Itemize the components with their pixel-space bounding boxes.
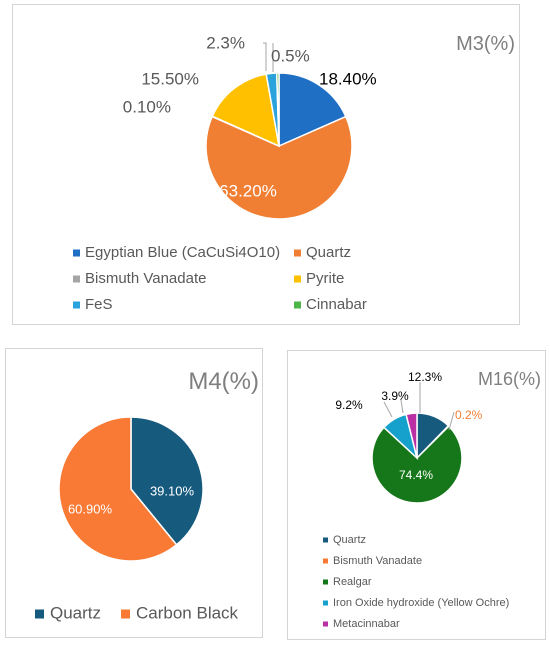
- data-label: 9.2%: [335, 398, 363, 412]
- leader-line: [400, 399, 404, 414]
- legend-swatch: [73, 275, 80, 283]
- legend-label: Egyptian Blue (CaCuSi4O10): [85, 244, 280, 261]
- leader-line: [263, 42, 267, 71]
- legend-label: Iron Oxide hydroxide (Yellow Ochre): [333, 597, 509, 609]
- chart-m16-panel: M16(%) 12.3% 0.2% 74.4% 9.2% 3.9% Quartz Bismut…: [287, 350, 546, 640]
- legend-label: Realgar: [333, 576, 372, 588]
- legend-swatch: [323, 600, 328, 606]
- pie-slice-pyrite: [211, 73, 280, 148]
- legend-label: Carbon Black: [136, 603, 239, 622]
- chart-m4: M4(%) 39.10% 60.90% Quartz Carbon Black: [35, 368, 259, 622]
- leader-line: [448, 411, 455, 431]
- chart-m4-panel: M4(%) 39.10% 60.90% Quartz Carbon Black: [5, 348, 263, 638]
- legend-label: Quartz: [50, 603, 101, 622]
- data-label: 0.5%: [271, 46, 310, 65]
- legend-swatch: [121, 609, 130, 619]
- chart-title: M4(%): [188, 368, 259, 395]
- data-label: 0.10%: [123, 97, 171, 116]
- pie-slice-realgar: [371, 425, 463, 504]
- legend-label: Quartz: [306, 244, 351, 261]
- pie-slice-metacinnabar: [405, 412, 418, 459]
- leader-line: [383, 401, 393, 418]
- chart-m3: M3(%) 18.40% 63.20% 0.10% 15.50% 2.3% 0.5% Egyp…: [73, 33, 515, 313]
- data-label: 39.10%: [150, 483, 195, 498]
- legend-swatch: [323, 558, 328, 564]
- legend-swatch: [323, 537, 328, 543]
- data-label: 0.2%: [455, 408, 483, 422]
- pie-slice-cinnabar: [275, 72, 280, 147]
- data-label: 74.4%: [399, 468, 433, 482]
- pie-slice-quartz: [205, 115, 353, 220]
- legend-swatch: [294, 249, 301, 257]
- legend-swatch: [35, 609, 44, 619]
- legend-swatch: [323, 579, 328, 585]
- legend-swatch: [294, 275, 301, 283]
- chart-title: M3(%): [456, 33, 515, 55]
- legend-label: Metacinnabar: [333, 618, 400, 630]
- legend-swatch: [323, 621, 328, 627]
- data-label: 60.90%: [68, 501, 113, 516]
- legend-label: Quartz: [333, 534, 366, 546]
- pie-slice-quartz: [130, 416, 204, 546]
- data-label: 63.20%: [219, 181, 277, 200]
- legend-label: Bismuth Vanadate: [85, 270, 206, 287]
- data-label: 15.50%: [141, 69, 199, 88]
- chart-m16: M16(%) 12.3% 0.2% 74.4% 9.2% 3.9% Quartz Bismut…: [323, 369, 541, 630]
- legend-label: FeS: [85, 296, 113, 313]
- legend-swatch: [294, 301, 301, 309]
- legend-swatch: [73, 301, 80, 309]
- legend-label: Pyrite: [306, 270, 344, 287]
- chart-m3-panel: M3(%) 18.40% 63.20% 0.10% 15.50% 2.3% 0.5% Egyp…: [12, 4, 520, 325]
- chart-title: M16(%): [478, 369, 541, 389]
- data-label: 2.3%: [206, 33, 245, 52]
- legend-label: Bismuth Vanadate: [333, 555, 422, 567]
- pie-slice-carbon-black: [58, 416, 178, 562]
- pie-slice-egyptian-blue-cacusi4o10: [278, 72, 347, 148]
- legend-swatch: [73, 249, 80, 257]
- data-label: 18.40%: [319, 69, 377, 88]
- legend-label: Cinnabar: [306, 296, 367, 313]
- data-label: 12.3%: [408, 370, 442, 384]
- data-label: 3.9%: [381, 389, 409, 403]
